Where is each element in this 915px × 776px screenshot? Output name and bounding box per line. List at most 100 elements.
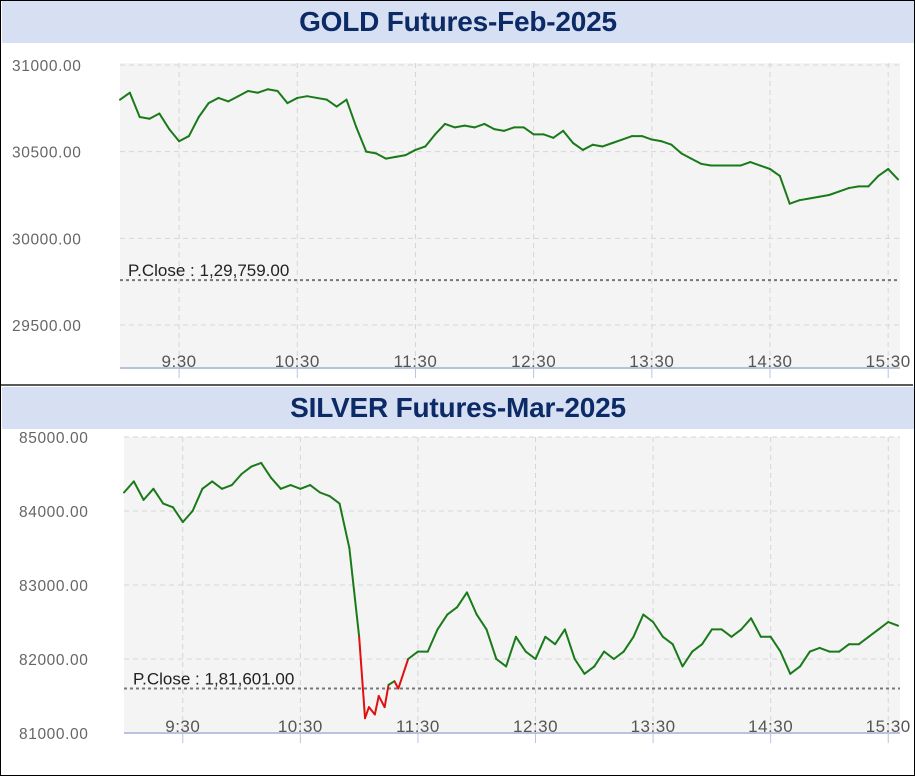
y-tick-label: 83000.00: [19, 578, 88, 595]
data-point: [582, 149, 584, 151]
x-tick-label: 12:30: [511, 352, 556, 371]
data-point: [533, 133, 535, 135]
price-line-segment: [847, 185, 860, 190]
price-line-segment: [475, 613, 488, 631]
x-tick-label: 13:30: [629, 352, 674, 371]
price-line-segment: [328, 495, 341, 505]
price-line-segment: [191, 487, 204, 512]
price-line-segment: [642, 613, 655, 623]
data-point: [152, 488, 154, 490]
data-point: [270, 477, 272, 479]
data-point: [198, 116, 200, 118]
price-line-segment: [377, 695, 386, 709]
price-line-segment: [877, 621, 890, 631]
data-point: [798, 199, 801, 201]
data-point: [231, 484, 233, 486]
price-line-segment: [877, 168, 890, 177]
x-tick-label: 15:30: [866, 717, 911, 736]
panel-divider: [1, 384, 913, 386]
y-tick-label: 30500.00: [12, 145, 81, 162]
x-tick-label: 11:30: [396, 717, 440, 736]
price-line-segment: [670, 143, 683, 155]
data-point: [662, 636, 664, 638]
price-line-segment: [397, 658, 410, 690]
data-point: [593, 665, 595, 667]
price-line-segment: [345, 98, 358, 129]
data-point: [464, 125, 466, 127]
y-tick-label: 85000.00: [19, 431, 88, 447]
price-line-segment: [661, 635, 674, 646]
price-line-segment: [769, 168, 781, 177]
data-point: [348, 547, 350, 549]
data-point: [172, 506, 174, 508]
data-point: [296, 97, 298, 99]
price-line-segment: [690, 157, 703, 165]
data-point: [523, 126, 525, 128]
data-point: [887, 621, 889, 623]
price-line-segment: [788, 199, 801, 205]
price-line-segment: [220, 484, 233, 490]
data-point: [384, 706, 386, 708]
data-point: [572, 142, 574, 144]
price-line-segment: [355, 126, 368, 153]
x-tick-label: 10:30: [278, 717, 323, 736]
price-line-segment: [269, 476, 282, 490]
price-line-segment: [681, 650, 694, 668]
price-line-segment: [383, 683, 390, 709]
data-point: [483, 123, 485, 125]
data-point: [691, 651, 693, 653]
data-point: [211, 480, 213, 482]
price-line-segment: [887, 168, 900, 181]
data-point: [201, 488, 203, 490]
data-point: [838, 651, 840, 653]
price-line-segment: [562, 129, 575, 144]
y-tick-label: 31000.00: [12, 58, 81, 75]
price-line-segment: [152, 487, 165, 505]
data-point: [819, 647, 821, 649]
price-line-segment: [473, 122, 486, 129]
data-point: [611, 142, 614, 144]
data-point: [299, 488, 301, 490]
data-point: [267, 88, 269, 90]
price-line-segment: [266, 88, 279, 92]
data-point: [358, 636, 360, 638]
price-line-segment: [453, 124, 466, 129]
data-point: [592, 144, 594, 146]
price-line-segment: [660, 140, 673, 146]
price-line-segment: [544, 635, 557, 646]
y-tick-label: 81000.00: [19, 726, 88, 743]
data-point: [257, 92, 259, 94]
data-point: [828, 194, 830, 196]
price-line-segment: [289, 484, 302, 490]
x-tick-label: 14:30: [747, 352, 792, 371]
data-point: [454, 126, 456, 128]
price-line-segment: [279, 484, 292, 490]
price-line-segment: [240, 465, 253, 475]
price-line-segment: [808, 646, 821, 653]
x-tick-label: 11:30: [394, 352, 438, 371]
price-line-segment: [857, 635, 870, 646]
data-point: [387, 684, 390, 686]
data-point: [142, 499, 145, 501]
data-point: [868, 636, 870, 638]
data-point: [808, 197, 810, 200]
data-point: [326, 99, 328, 101]
price-line-segment: [424, 133, 437, 148]
data-point: [456, 606, 458, 608]
price-line-segment: [365, 150, 378, 155]
price-line-segment: [364, 706, 370, 720]
data-point: [848, 643, 850, 645]
data-point: [711, 628, 713, 630]
data-point: [446, 614, 448, 616]
data-point: [700, 163, 702, 165]
price-line-segment: [375, 152, 387, 160]
price-line-segment: [838, 643, 851, 653]
data-point: [623, 651, 625, 653]
x-tick-label: 10:30: [275, 352, 320, 371]
price-line-segment: [640, 135, 653, 141]
price-line-segment: [358, 635, 367, 720]
data-point: [877, 628, 880, 630]
data-point: [534, 658, 537, 660]
price-line-segment: [286, 96, 299, 105]
